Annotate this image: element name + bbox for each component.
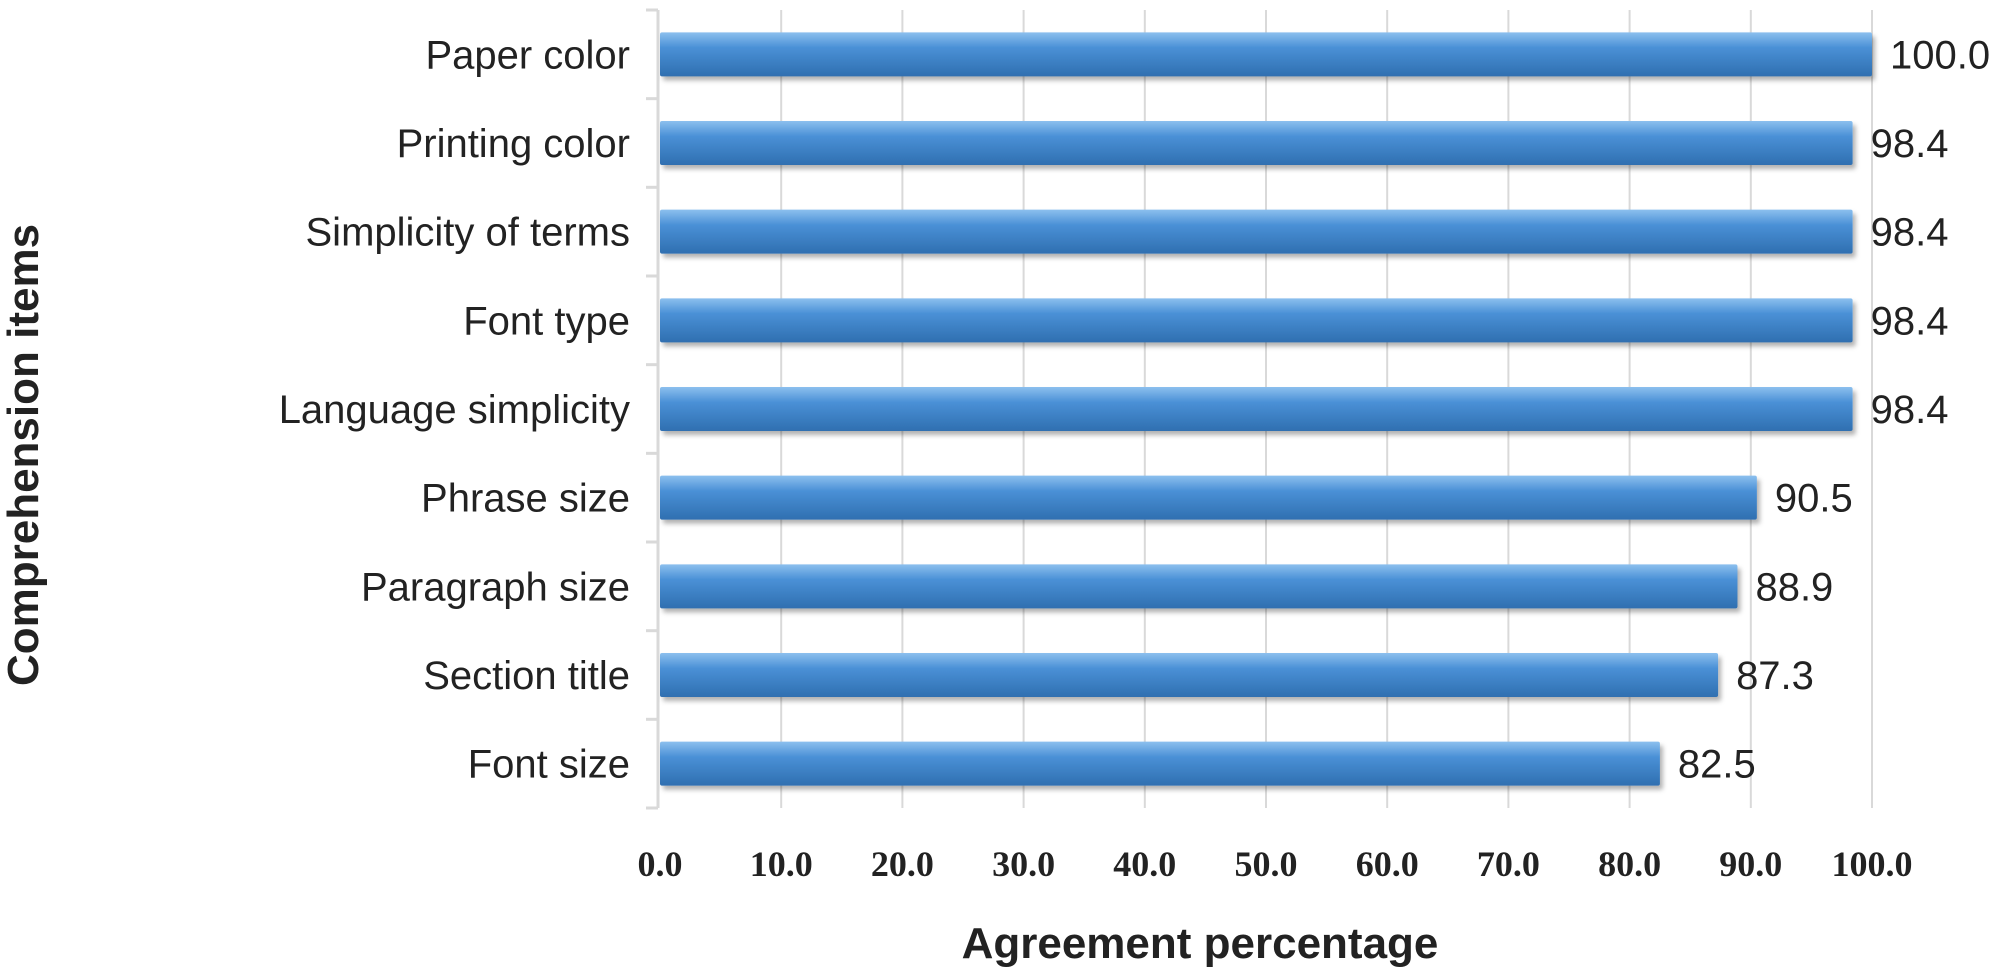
x-tick-label: 0.0 <box>638 844 683 884</box>
bar <box>660 387 1853 431</box>
x-axis-title: Agreement percentage <box>962 919 1439 968</box>
y-axis-title: Comprehension items <box>0 224 48 686</box>
bars <box>660 32 1872 786</box>
category-label: Language simplicity <box>279 388 630 432</box>
value-label: 98.4 <box>1871 122 1949 166</box>
value-label: 98.4 <box>1871 388 1949 432</box>
bar <box>660 653 1719 697</box>
category-label: Printing color <box>397 122 630 166</box>
value-label: 98.4 <box>1871 299 1949 343</box>
category-label: Font type <box>463 299 630 343</box>
category-label: Phrase size <box>421 477 630 521</box>
bar <box>660 475 1757 520</box>
x-tick-label: 20.0 <box>871 844 934 884</box>
value-label: 98.4 <box>1871 211 1949 255</box>
x-tick-label: 30.0 <box>992 844 1055 884</box>
value-label: 100.0 <box>1890 33 1990 77</box>
bar <box>660 32 1872 77</box>
x-tick-label: 90.0 <box>1719 844 1782 884</box>
y-axis <box>646 8 660 810</box>
category-label: Section title <box>423 654 630 698</box>
x-tick-label: 50.0 <box>1235 844 1298 884</box>
category-label: Paragraph size <box>361 565 630 609</box>
value-labels: 100.0 98.4 98.4 98.4 98.4 90.5 88.9 87.3 82.5 <box>1678 33 1990 786</box>
x-tick-label: 100.0 <box>1832 844 1913 884</box>
x-tick-label: 60.0 <box>1356 844 1419 884</box>
category-labels: Paper color Printing color Simplicity of t… <box>279 33 630 786</box>
bar <box>660 209 1853 254</box>
x-tick-labels: 0.0 10.0 20.0 30.0 40.0 50.0 60.0 70.0 80.0 90.0 1… <box>638 844 1913 884</box>
x-tick-label: 80.0 <box>1598 844 1661 884</box>
bar <box>660 741 1660 786</box>
x-tick-label: 10.0 <box>750 844 813 884</box>
category-label: Simplicity of terms <box>306 211 631 255</box>
value-label: 90.5 <box>1775 477 1853 521</box>
value-label: 82.5 <box>1678 743 1756 787</box>
value-label: 88.9 <box>1755 565 1833 609</box>
value-label: 87.3 <box>1736 654 1814 698</box>
bar <box>660 564 1738 609</box>
category-label: Paper color <box>425 33 630 77</box>
category-label: Font size <box>468 743 630 787</box>
bar <box>660 121 1853 165</box>
bar <box>660 298 1853 343</box>
x-tick-label: 40.0 <box>1113 844 1176 884</box>
x-tick-label: 70.0 <box>1477 844 1540 884</box>
